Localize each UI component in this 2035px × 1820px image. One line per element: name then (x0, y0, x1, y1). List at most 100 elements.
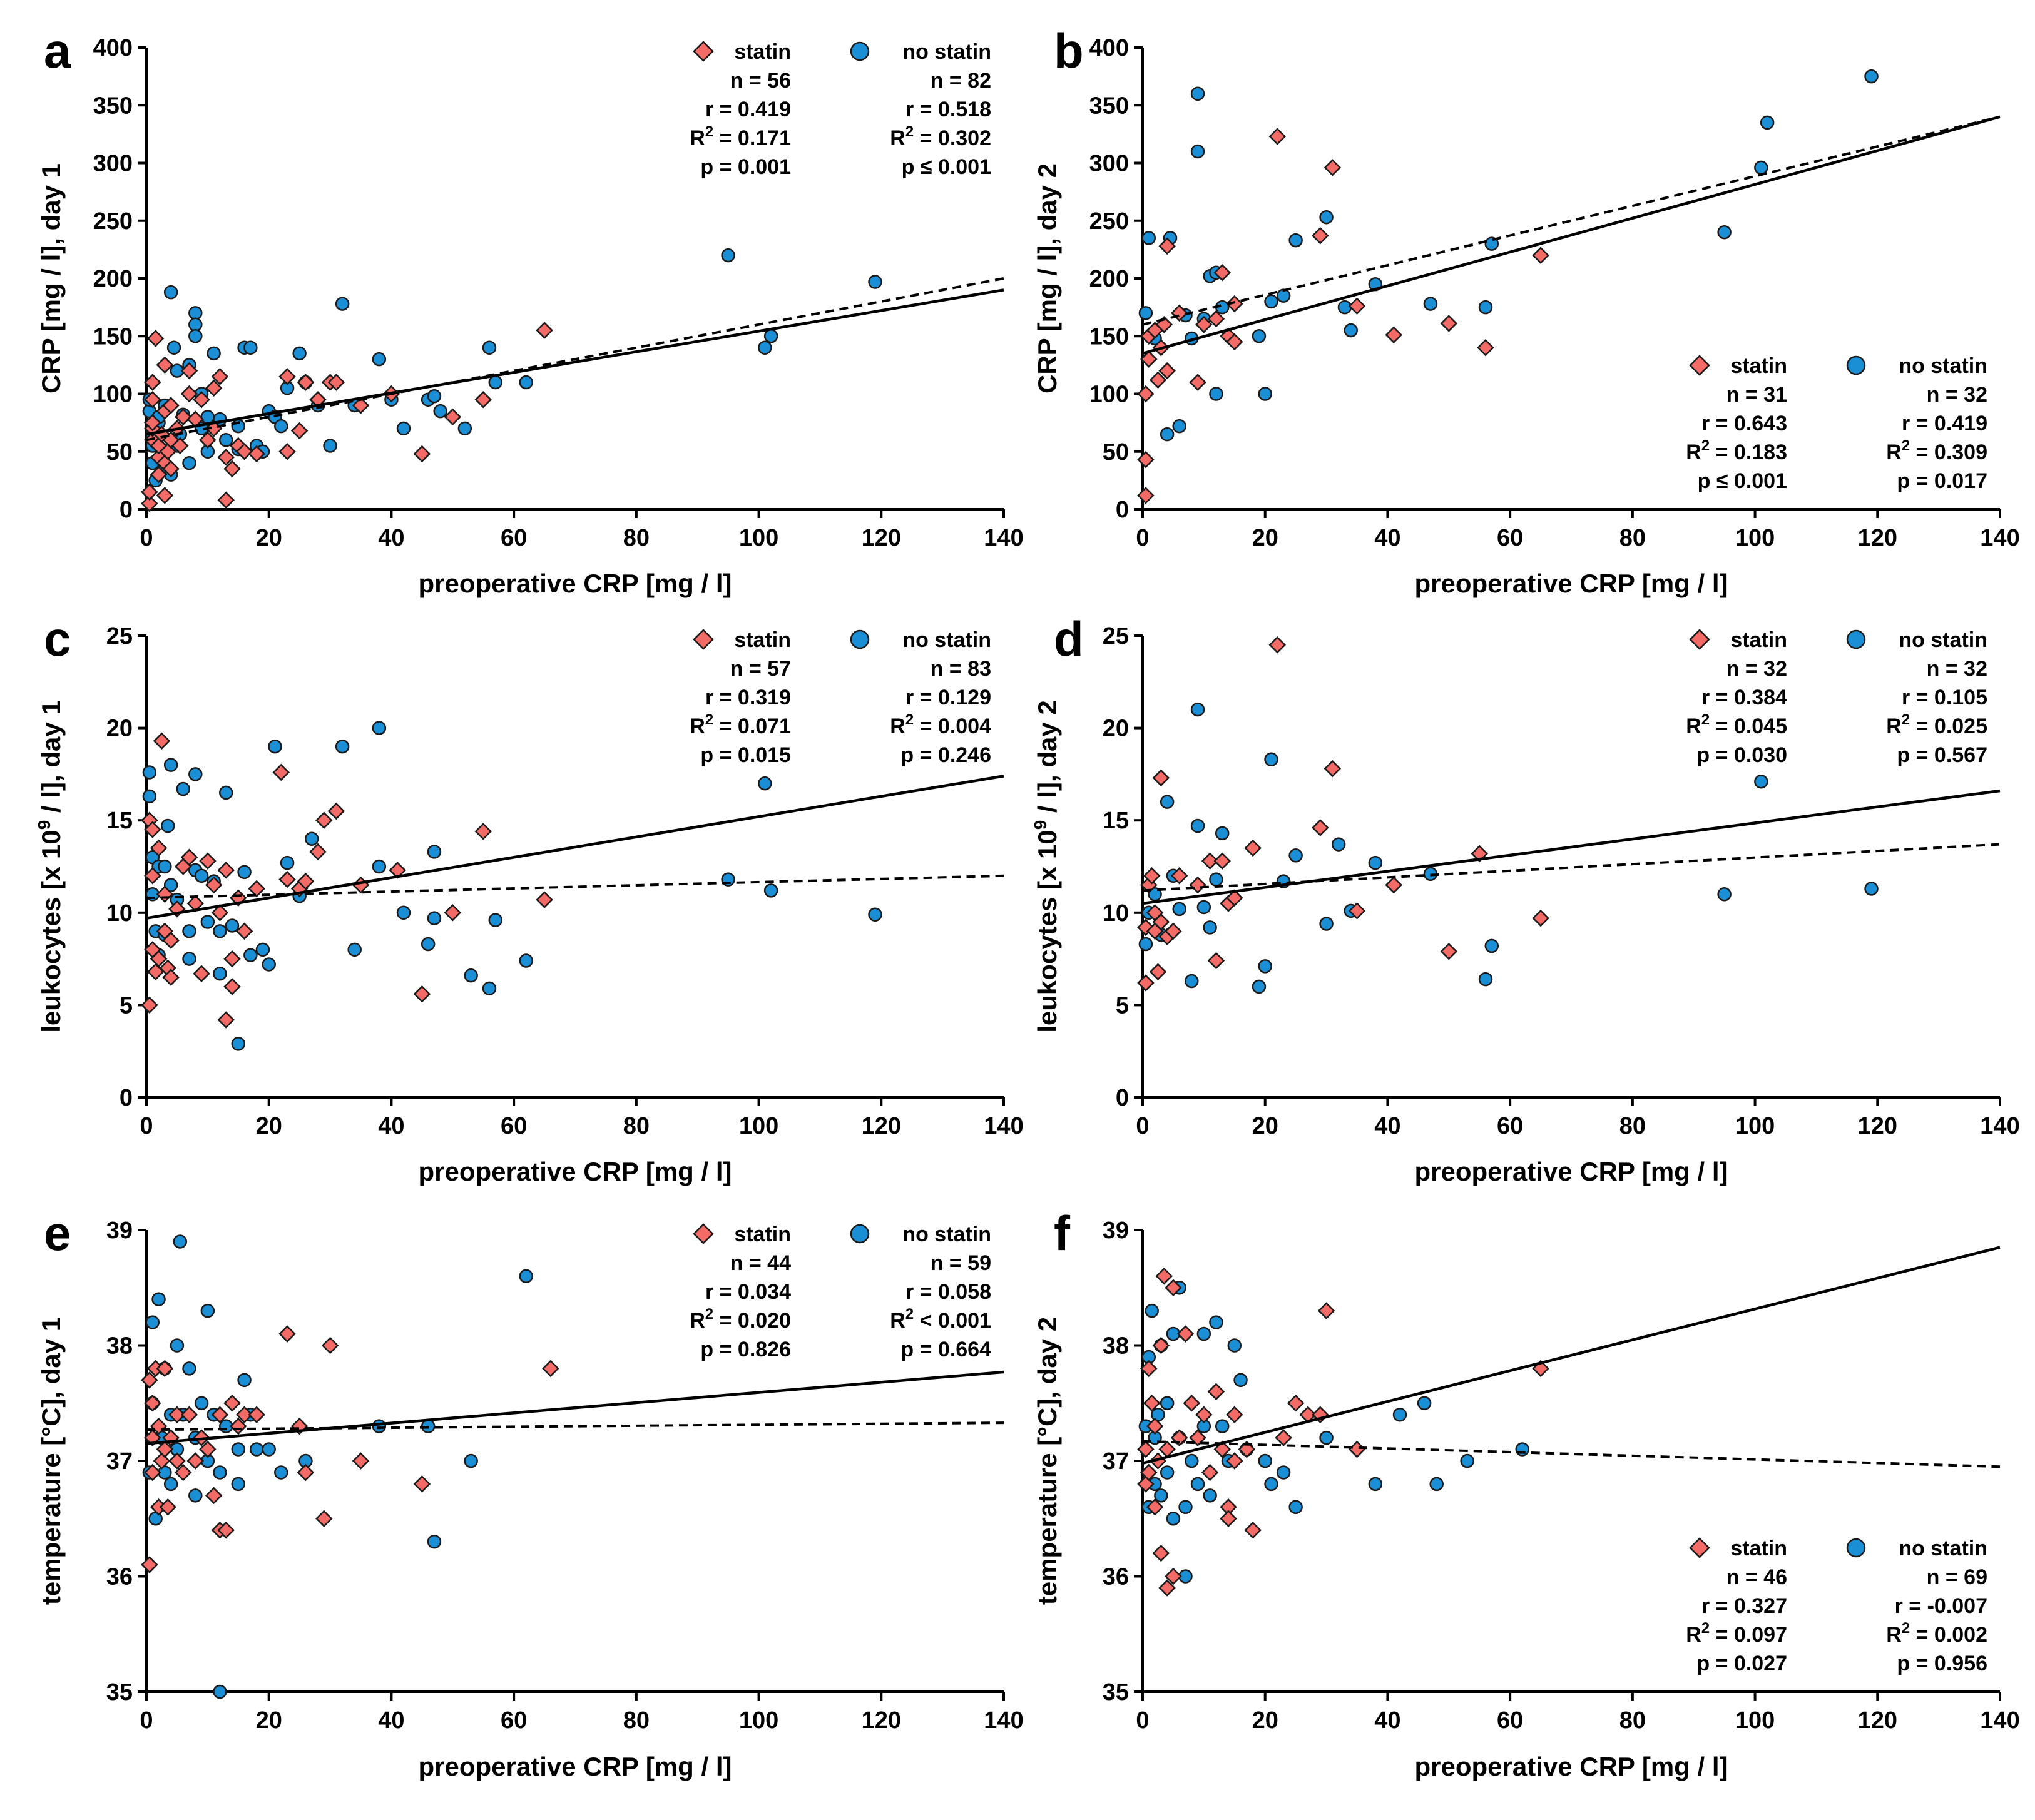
y-tick-label: 15 (106, 808, 133, 834)
data-point-no-statin (1368, 855, 1383, 870)
legend-no-statin-p: p = 0.567 (1897, 743, 1987, 767)
data-point-statin (1137, 487, 1155, 504)
data-point-statin (1207, 952, 1225, 970)
y-tick-label: 350 (93, 93, 133, 119)
legend-statin-marker (693, 629, 714, 650)
data-point-statin (327, 802, 345, 820)
data-point-no-statin (464, 968, 478, 983)
legend-no-statin-p: p = 0.956 (1897, 1652, 1987, 1675)
data-point-statin (1312, 226, 1329, 245)
y-tick-label: 25 (1103, 623, 1129, 649)
legend-statin-r2: R2 = 0.045 (1686, 711, 1787, 738)
legend-statin-r: r = 0.419 (705, 98, 791, 121)
data-point-no-statin (1478, 300, 1493, 315)
data-point-statin (1213, 264, 1231, 282)
data-point-statin (248, 880, 265, 898)
x-tick-label: 140 (984, 525, 1023, 551)
x-tick-label: 0 (1136, 1707, 1149, 1734)
y-axis-title: leukocytes [x 109 / l], day 1 (34, 700, 66, 1033)
data-point-statin (150, 839, 168, 857)
data-point-statin (1165, 1567, 1182, 1585)
data-point-statin (162, 460, 180, 478)
data-point-no-statin (519, 1269, 533, 1284)
data-point-no-statin (396, 905, 411, 920)
data-point-no-statin (142, 789, 157, 804)
data-point-no-statin (188, 306, 203, 320)
x-tick-label: 0 (140, 1707, 153, 1734)
data-point-no-statin (433, 404, 447, 419)
legend-no-statin-marker (1846, 629, 1866, 649)
data-point-no-statin (1190, 86, 1205, 101)
regression-line-statin (1142, 115, 2001, 355)
data-point-statin (352, 1452, 370, 1470)
data-point-statin (1226, 295, 1243, 313)
x-tick-label: 40 (1374, 1113, 1400, 1139)
data-point-statin (1275, 1429, 1292, 1446)
data-point-no-statin (1288, 233, 1303, 248)
legend-no-statin-n: n = 69 (1927, 1565, 1987, 1589)
legend-no-statin-p: p ≤ 0.001 (902, 155, 991, 179)
data-point-statin (1152, 769, 1170, 787)
legend-no-statin-label: no statin (1899, 628, 1987, 652)
data-point-no-statin (1172, 419, 1186, 434)
data-point-statin (223, 950, 241, 968)
data-point-statin (1143, 1394, 1161, 1412)
data-point-statin (150, 950, 168, 968)
data-point-no-statin (166, 340, 181, 355)
data-point-statin (1165, 922, 1182, 940)
data-point-statin (223, 460, 241, 478)
data-point-statin (199, 1440, 217, 1458)
data-point-no-statin (1337, 300, 1352, 315)
y-tick-label: 250 (93, 208, 133, 235)
y-tick-label: 15 (1103, 808, 1129, 834)
legend-statin-label: statin (1730, 628, 1787, 652)
data-point-no-statin (213, 1684, 227, 1699)
data-point-statin (144, 821, 161, 838)
data-point-statin (1143, 867, 1161, 885)
legend-statin-r2: R2 = 0.097 (1686, 1620, 1787, 1647)
data-point-no-statin (721, 248, 735, 263)
data-point-statin (235, 1406, 253, 1423)
legend-no-statin-label: no statin (1899, 354, 1987, 378)
data-point-statin (1183, 1394, 1201, 1412)
data-point-no-statin (142, 765, 157, 780)
data-point-no-statin (1258, 959, 1272, 974)
data-point-statin (1226, 889, 1243, 907)
data-point-no-statin (335, 739, 350, 754)
data-point-no-statin (200, 1303, 215, 1318)
x-tick-label: 100 (1735, 525, 1775, 551)
data-point-statin (352, 397, 370, 414)
legend-no-statin-n: n = 82 (931, 69, 991, 93)
chart-panel-e: e 35 36 37 38 39 0 20 40 60 80 100 120 140 preoperativ… (36, 1206, 1024, 1781)
data-point-no-statin (1209, 387, 1223, 401)
x-axis-title: preoperative CRP [mg / l] (418, 1157, 732, 1186)
legend-no-statin-r2: R2 = 0.004 (890, 711, 991, 738)
data-point-statin (1176, 1325, 1195, 1343)
data-point-statin (180, 385, 198, 403)
x-tick-label: 120 (862, 1113, 901, 1139)
data-point-statin (1170, 867, 1188, 885)
data-point-statin (193, 390, 210, 409)
y-tick-label: 35 (106, 1679, 133, 1706)
data-point-no-statin (163, 285, 178, 300)
data-point-statin (150, 437, 168, 455)
data-point-no-statin (188, 329, 203, 343)
data-point-statin (290, 422, 309, 440)
x-tick-label: 0 (1136, 1113, 1149, 1139)
legend-statin-n: n = 56 (730, 69, 791, 93)
data-point-statin (1137, 385, 1155, 403)
legend-no-statin-r: r = -0.007 (1895, 1594, 1987, 1618)
data-point-no-statin (1154, 1488, 1168, 1503)
data-point-statin (144, 390, 161, 409)
data-point-statin (1385, 326, 1402, 344)
regression-line-statin (1142, 789, 2001, 905)
x-tick-label: 80 (623, 1707, 650, 1734)
data-point-statin (217, 862, 235, 879)
x-tick-label: 20 (256, 525, 282, 551)
data-point-no-statin (243, 948, 258, 962)
y-tick-label: 200 (1089, 266, 1129, 292)
legend-no-statin-n: n = 83 (931, 657, 991, 681)
data-point-statin (297, 1463, 315, 1482)
data-point-statin (141, 483, 158, 501)
y-tick-label: 10 (1103, 900, 1129, 927)
